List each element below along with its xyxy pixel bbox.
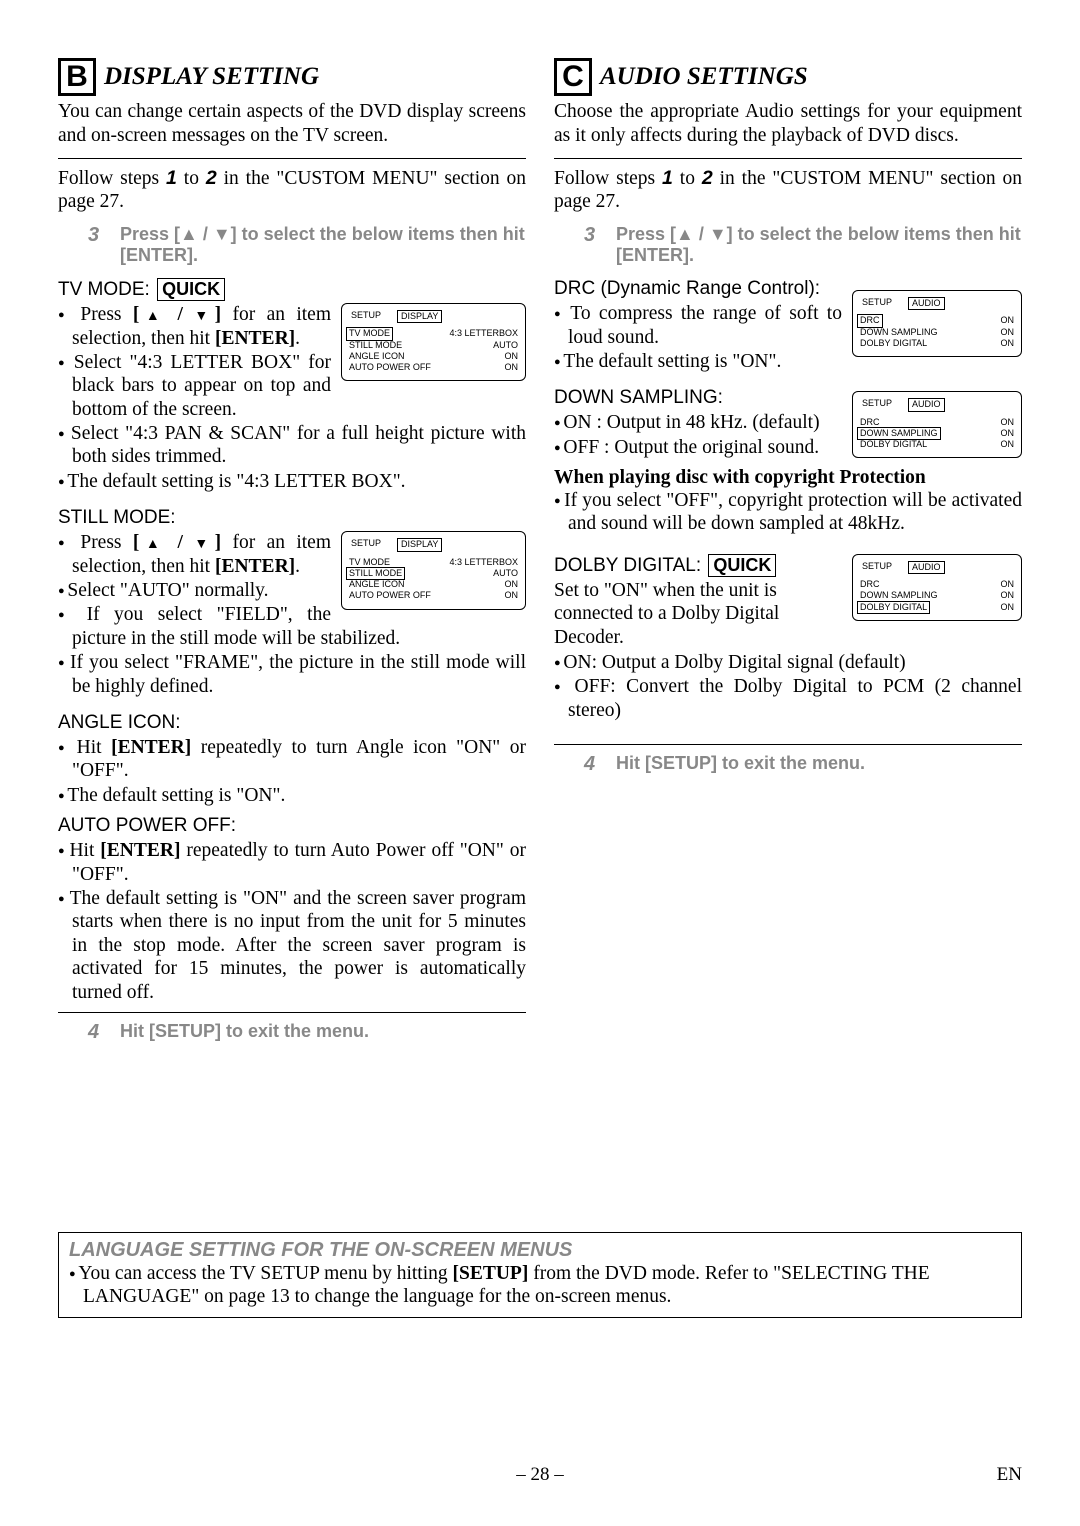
quick-badge: QUICK (708, 554, 776, 577)
osd-tvmode: SETUPDISPLAY TV MODE4:3 LETTERBOX STILL … (341, 303, 526, 381)
footer-title: LANGUAGE SETTING FOR THE ON-SCREEN MENUS (69, 1239, 1011, 1262)
osd-panel: SETUPAUDIO DRCON DOWN SAMPLINGON DOLBY D… (852, 290, 1022, 357)
section-title-audio: AUDIO SETTINGS (600, 63, 808, 91)
follow-steps-text: Follow steps 1 to 2 in the "CUSTOM MENU"… (554, 167, 1022, 215)
footer-body: You can access the TV SETUP menu by hitt… (69, 1262, 1011, 1309)
osd-stillmode: SETUPDISPLAY TV MODE4:3 LETTERBOX STILL … (341, 531, 526, 609)
step-3: 3 Press [▲ / ▼] to select the below item… (554, 224, 1022, 266)
step-4: 4 Hit [SETUP] to exit the menu. (554, 753, 1022, 776)
stillmode-head: STILL MODE: (58, 507, 526, 529)
tvmode-label: TV MODE: (58, 279, 150, 300)
intro-text: Choose the appropriate Audio settings fo… (554, 100, 1022, 148)
intro-text: You can change certain aspects of the DV… (58, 100, 526, 148)
two-column-layout: B DISPLAY SETTING You can change certain… (58, 58, 1022, 1056)
quick-badge: QUICK (157, 278, 225, 301)
section-c-heading: C AUDIO SETTINGS (554, 58, 1022, 96)
list-item: ON: Output a Dolby Digital signal (defau… (554, 651, 1022, 674)
tvmode-head: TV MODE: QUICK (58, 278, 526, 301)
autopower-list: Hit [ENTER] repeatedly to turn Auto Powe… (58, 839, 526, 1004)
step-number: 3 (584, 224, 604, 266)
footer-language-box: LANGUAGE SETTING FOR THE ON-SCREEN MENUS… (58, 1232, 1022, 1318)
down-block: SETUPAUDIO DRCON DOWN SAMPLINGON DOLBY D… (554, 387, 1022, 544)
angle-list: Hit [ENTER] repeatedly to turn Angle ico… (58, 736, 526, 807)
copyright-note-list: If you select "OFF", copyright protectio… (554, 489, 1022, 536)
follow-steps-text: Follow steps 1 to 2 in the "CUSTOM MENU"… (58, 167, 526, 215)
divider (58, 158, 526, 159)
autopower-block: AUTO POWER OFF: Hit [ENTER] repeatedly t… (58, 815, 526, 1004)
step-3: 3 Press [▲ / ▼] to select the below item… (58, 224, 526, 266)
list-item: The default setting is "4:3 LETTER BOX". (58, 470, 526, 493)
tvmode-block: TV MODE: QUICK SETUPDISPLAY TV MODE4:3 L… (58, 278, 526, 501)
step-number: 4 (88, 1021, 108, 1044)
page-language: EN (997, 1464, 1022, 1486)
right-column: C AUDIO SETTINGS Choose the appropriate … (554, 58, 1022, 1056)
step-instruction: Press [▲ / ▼] to select the below items … (616, 224, 1022, 266)
section-title-display: DISPLAY SETTING (104, 63, 319, 91)
osd-panel: SETUPDISPLAY TV MODE4:3 LETTERBOX STILL … (341, 303, 526, 381)
section-letter-b: B (58, 58, 96, 96)
section-letter-c: C (554, 58, 592, 96)
divider (58, 1012, 526, 1013)
divider (554, 744, 1022, 745)
list-item: If you select "FRAME", the picture in th… (58, 651, 526, 698)
list-item: Select "4:3 PAN & SCAN" for a full heigh… (58, 422, 526, 469)
osd-down: SETUPAUDIO DRCON DOWN SAMPLINGON DOLBY D… (852, 391, 1022, 458)
left-column: B DISPLAY SETTING You can change certain… (58, 58, 526, 1056)
step-4: 4 Hit [SETUP] to exit the menu. (58, 1021, 526, 1044)
list-item: The default setting is "ON" and the scre… (58, 887, 526, 1004)
osd-dolby: SETUPAUDIO DRCON DOWN SAMPLINGON DOLBY D… (852, 554, 1022, 621)
list-item: If you select "OFF", copyright protectio… (554, 489, 1022, 536)
section-b-heading: B DISPLAY SETTING (58, 58, 526, 96)
step-instruction: Press [▲ / ▼] to select the below items … (120, 224, 526, 266)
angle-head: ANGLE ICON: (58, 712, 526, 734)
divider (554, 158, 1022, 159)
stillmode-block: STILL MODE: SETUPDISPLAY TV MODE4:3 LETT… (58, 507, 526, 706)
list-item: OFF: Convert the Dolby Digital to PCM (2… (554, 675, 1022, 722)
dolby-list: ON: Output a Dolby Digital signal (defau… (554, 651, 1022, 722)
drc-block: SETUPAUDIO DRCON DOWN SAMPLINGON DOLBY D… (554, 278, 1022, 381)
autopower-head: AUTO POWER OFF: (58, 815, 526, 837)
osd-panel: SETUPAUDIO DRCON DOWN SAMPLINGON DOLBY D… (852, 554, 1022, 621)
list-item: The default setting is "ON". (58, 784, 526, 807)
osd-drc: SETUPAUDIO DRCON DOWN SAMPLINGON DOLBY D… (852, 290, 1022, 357)
step-number: 3 (88, 224, 108, 266)
angle-block: ANGLE ICON: Hit [ENTER] repeatedly to tu… (58, 712, 526, 807)
page-number: – 28 – (0, 1464, 1080, 1486)
list-item: Hit [ENTER] repeatedly to turn Auto Powe… (58, 839, 526, 886)
copyright-note-head: When playing disc with copyright Protect… (554, 467, 1022, 489)
dolby-block: SETUPAUDIO DRCON DOWN SAMPLINGON DOLBY D… (554, 554, 1022, 730)
list-item: Hit [ENTER] repeatedly to turn Angle ico… (58, 736, 526, 783)
osd-panel: SETUPDISPLAY TV MODE4:3 LETTERBOX STILL … (341, 531, 526, 609)
step-number: 4 (584, 753, 604, 776)
step-instruction: Hit [SETUP] to exit the menu. (120, 1021, 369, 1044)
step-instruction: Hit [SETUP] to exit the menu. (616, 753, 865, 776)
list-item: If you select "FIELD", the picture in th… (58, 603, 526, 650)
osd-panel: SETUPAUDIO DRCON DOWN SAMPLINGON DOLBY D… (852, 391, 1022, 458)
dolby-label: DOLBY DIGITAL: (554, 555, 701, 576)
